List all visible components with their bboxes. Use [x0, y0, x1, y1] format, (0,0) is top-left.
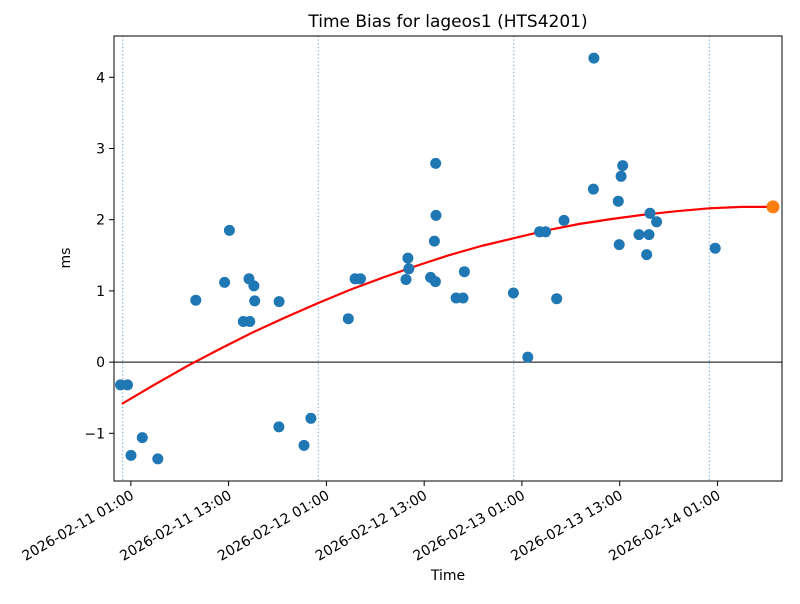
- y-tick-label: 2: [96, 213, 105, 229]
- data-point: [355, 273, 366, 285]
- y-tick-label: 3: [96, 141, 105, 157]
- data-point: [244, 316, 256, 327]
- data-point: [273, 421, 285, 433]
- data-point: [190, 294, 202, 306]
- data-point: [305, 412, 317, 424]
- data-point: [125, 449, 137, 461]
- axes-frame: [113, 35, 783, 482]
- data-point: [342, 313, 354, 325]
- data-point: [430, 209, 442, 221]
- data-point: [558, 214, 570, 226]
- trend-curve: [121, 205, 774, 405]
- x-axis-label: Time: [430, 568, 465, 584]
- data-point: [588, 52, 600, 64]
- data-point: [248, 280, 260, 292]
- data-point: [551, 293, 563, 305]
- scatter-points: [115, 52, 780, 465]
- data-point: [641, 249, 653, 261]
- data-point: [615, 170, 627, 182]
- data-point: [430, 157, 442, 169]
- data-point: [428, 235, 440, 247]
- data-point: [633, 229, 645, 241]
- data-point: [400, 274, 412, 285]
- data-point: [540, 226, 552, 238]
- data-point: [612, 195, 624, 207]
- data-point: [709, 242, 721, 254]
- trend-curve-path: [121, 205, 774, 405]
- y-tick-label: 4: [96, 70, 105, 86]
- data-point: [402, 252, 414, 264]
- data-point: [249, 295, 261, 307]
- data-point: [273, 296, 285, 308]
- y-tick-label: 1: [96, 284, 105, 300]
- data-point: [507, 287, 519, 299]
- data-point: [613, 239, 625, 251]
- y-tick-label: 0: [96, 355, 105, 371]
- day-boundary-lines: [122, 36, 710, 481]
- plot-border: [113, 35, 783, 482]
- y-tick-label: −1: [84, 426, 105, 442]
- data-point: [587, 183, 599, 195]
- data-point: [122, 379, 133, 391]
- data-point: [298, 439, 310, 451]
- data-point: [643, 229, 655, 241]
- data-point: [651, 216, 663, 228]
- data-point: [429, 276, 441, 288]
- data-point: [458, 266, 470, 278]
- data-point: [522, 351, 534, 363]
- data-point: [219, 276, 231, 288]
- data-point: [152, 453, 164, 465]
- data-point: [223, 224, 235, 236]
- data-point: [644, 207, 656, 219]
- data-point: [617, 160, 629, 172]
- data-point: [457, 292, 469, 304]
- y-axis-label: ms: [58, 248, 74, 269]
- data-point: [403, 263, 415, 275]
- chart-title: Time Bias for lageos1 (HTS4201): [307, 12, 587, 32]
- data-point: [136, 432, 148, 444]
- prediction-point: [766, 200, 780, 214]
